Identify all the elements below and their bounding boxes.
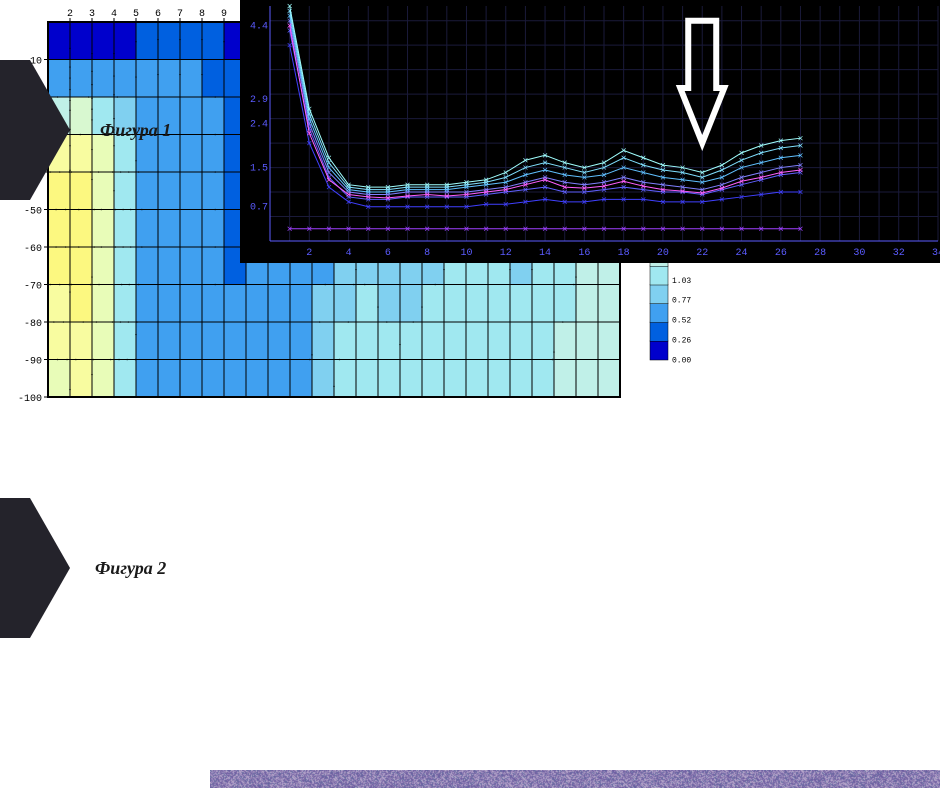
svg-text:-60: -60	[24, 244, 42, 255]
svg-text:32: 32	[893, 248, 905, 259]
svg-text:8: 8	[424, 248, 430, 259]
svg-text:4.4: 4.4	[250, 22, 268, 33]
svg-text:26: 26	[775, 248, 787, 259]
svg-text:4: 4	[346, 248, 352, 259]
svg-text:-90: -90	[24, 357, 42, 368]
figure1-label: Фигура 1	[100, 120, 171, 141]
svg-text:12: 12	[500, 248, 512, 259]
svg-text:1.5: 1.5	[250, 164, 268, 175]
figure2-label: Фигура 2	[95, 558, 166, 579]
svg-text:0.26: 0.26	[672, 337, 691, 346]
svg-text:30: 30	[853, 248, 865, 259]
svg-text:-50: -50	[24, 207, 42, 218]
svg-text:10: 10	[460, 248, 472, 259]
svg-text:0.7: 0.7	[250, 203, 268, 214]
svg-text:1.03: 1.03	[672, 277, 691, 286]
svg-text:22: 22	[696, 248, 708, 259]
svg-text:-70: -70	[24, 282, 42, 293]
svg-text:-100: -100	[18, 394, 42, 405]
line-chart: 2468101214161820222426283032340.71.52.42…	[240, 0, 940, 263]
svg-text:6: 6	[385, 248, 391, 259]
svg-text:14: 14	[539, 248, 551, 259]
svg-text:20: 20	[657, 248, 669, 259]
svg-text:2: 2	[306, 248, 312, 259]
svg-text:34: 34	[932, 248, 940, 259]
svg-text:2.4: 2.4	[250, 120, 268, 131]
svg-text:18: 18	[618, 248, 630, 259]
svg-text:0.00: 0.00	[672, 357, 691, 366]
svg-text:16: 16	[578, 248, 590, 259]
decor-arrow-1	[0, 60, 70, 200]
svg-text:28: 28	[814, 248, 826, 259]
svg-text:24: 24	[736, 248, 748, 259]
decor-arrow-2	[0, 498, 70, 638]
svg-text:0.77: 0.77	[672, 297, 691, 306]
svg-text:2.9: 2.9	[250, 95, 268, 106]
svg-text:-80: -80	[24, 319, 42, 330]
svg-text:0.52: 0.52	[672, 317, 691, 326]
noise-strip	[210, 770, 940, 788]
